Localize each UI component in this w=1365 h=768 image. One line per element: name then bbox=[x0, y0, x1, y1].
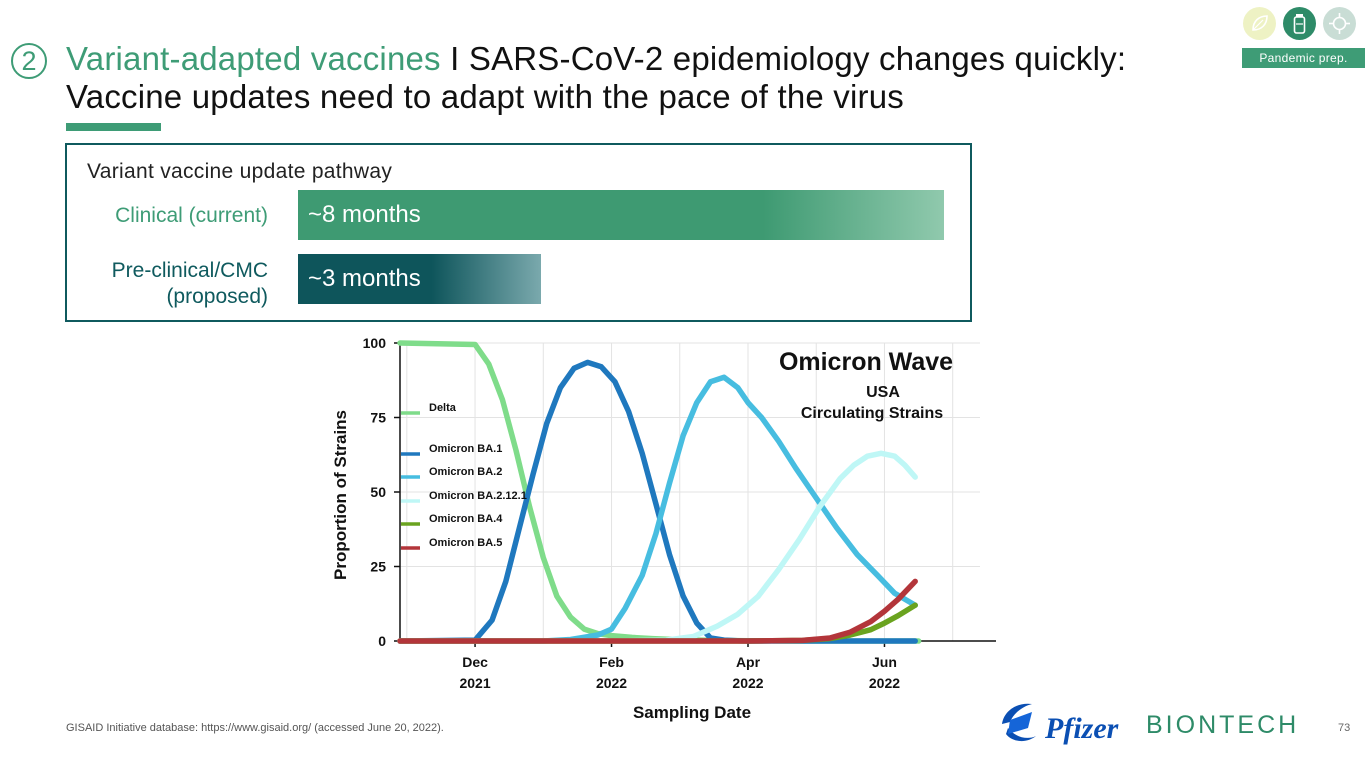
biontech-logo: BIONTECH bbox=[1146, 711, 1300, 739]
y-tick-label: 0 bbox=[378, 633, 386, 649]
legend-label: Omicron BA.2.12.1 bbox=[429, 490, 527, 502]
page-number: 73 bbox=[1338, 722, 1351, 734]
leaf-icon bbox=[1243, 7, 1276, 40]
chart-subtitle-line1: USA bbox=[866, 384, 900, 401]
preclinical-duration-bar: ~3 months bbox=[298, 254, 541, 304]
step-number-badge: 2 bbox=[11, 43, 47, 79]
chart-subtitle-line2: Circulating Strains bbox=[801, 405, 943, 422]
title-rest: I SARS-CoV-2 epidemiology changes quickl… bbox=[440, 40, 1127, 77]
x-tick-label-month: Apr bbox=[736, 654, 761, 670]
chart-title: Omicron Wave bbox=[779, 348, 953, 376]
y-tick-label: 25 bbox=[370, 559, 386, 575]
x-tick-label-month: Jun bbox=[872, 654, 897, 670]
chart-series bbox=[397, 340, 922, 644]
x-tick-label-year: 2022 bbox=[596, 675, 627, 691]
pathway-heading: Variant vaccine update pathway bbox=[87, 160, 393, 183]
series-line-omicron-ba-5 bbox=[397, 578, 918, 644]
clinical-duration-bar: ~8 months bbox=[298, 190, 944, 240]
page-title: Variant-adapted vaccines I SARS-CoV-2 ep… bbox=[66, 40, 1126, 116]
title-line-2: Vaccine updates need to adapt with the p… bbox=[66, 78, 904, 115]
legend-label: Omicron BA.5 bbox=[429, 537, 502, 549]
section-badge: Pandemic prep. bbox=[1242, 48, 1365, 68]
preclinical-label: Pre-clinical/CMC (proposed) bbox=[112, 258, 268, 310]
pfizer-logo: Pfizer bbox=[1002, 703, 1119, 745]
legend-label: Delta bbox=[429, 402, 457, 414]
x-tick-label-month: Dec bbox=[462, 654, 488, 670]
x-tick-label-year: 2022 bbox=[732, 675, 763, 691]
series-line-omicron-ba-2 bbox=[397, 374, 918, 644]
clinical-duration: ~8 months bbox=[308, 201, 421, 228]
legend-label: Omicron BA.2 bbox=[429, 466, 502, 478]
y-tick-label: 50 bbox=[370, 484, 386, 500]
preclinical-label-line1: Pre-clinical/CMC bbox=[111, 259, 268, 282]
vial-icon bbox=[1283, 7, 1316, 40]
x-axis-label: Sampling Date bbox=[633, 703, 751, 722]
x-tick-label-month: Feb bbox=[599, 654, 624, 670]
title-underline bbox=[66, 123, 161, 131]
preclinical-label-line2: (proposed) bbox=[166, 285, 268, 308]
y-tick-label: 100 bbox=[363, 335, 387, 351]
pfizer-wordmark: Pfizer bbox=[1044, 712, 1119, 745]
title-accent: Variant-adapted vaccines bbox=[66, 40, 441, 77]
source-citation: GISAID Initiative database: https://www.… bbox=[66, 722, 444, 734]
legend-label: Omicron BA.1 bbox=[429, 443, 502, 455]
chart-legend: Delta Omicron BA.1 Omicron BA.2 Omicron BA.… bbox=[401, 402, 527, 550]
x-tick-label-year: 2021 bbox=[459, 675, 490, 691]
legend-label: Omicron BA.4 bbox=[429, 513, 503, 525]
omicron-wave-chart: 0 25 50 75 100 Dec 2021 Feb 2022 Apr 2022 Jun 2022 D… bbox=[331, 335, 996, 722]
x-tick-label-year: 2022 bbox=[869, 675, 900, 691]
y-tick-label: 75 bbox=[370, 410, 386, 426]
preclinical-duration: ~3 months bbox=[308, 265, 421, 292]
virus-icon bbox=[1323, 7, 1356, 40]
variant-update-pathway-panel: Variant vaccine update pathway Clinical … bbox=[65, 143, 972, 322]
clinical-label: Clinical (current) bbox=[115, 204, 268, 227]
y-axis-label: Proportion of Strains bbox=[331, 410, 350, 580]
